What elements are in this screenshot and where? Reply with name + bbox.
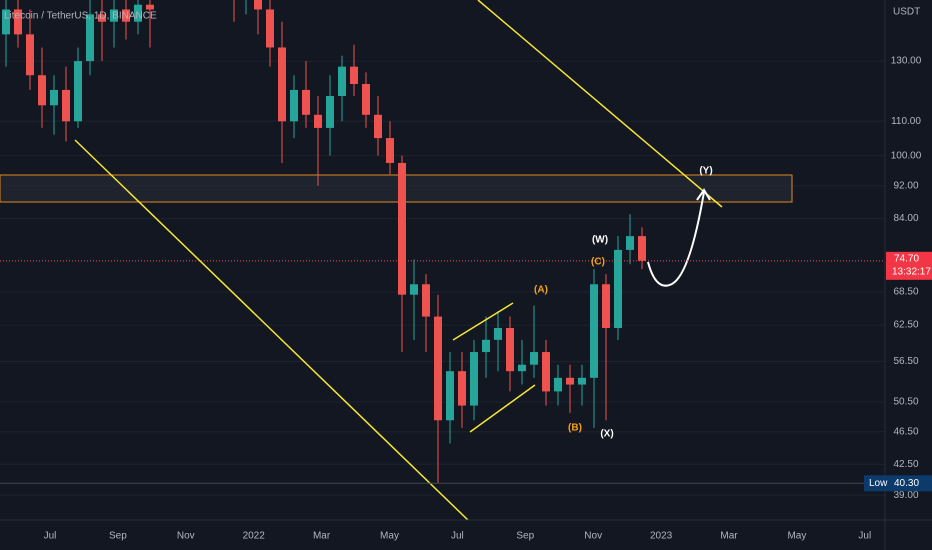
- candles: [2, 0, 646, 484]
- y-tick-label: 46.50: [893, 426, 918, 437]
- x-tick-label: May: [787, 531, 806, 542]
- candle-body: [374, 114, 382, 139]
- drawings: [74, 0, 723, 520]
- x-tick-label: Nov: [584, 531, 602, 542]
- arrow-head: [696, 188, 711, 201]
- wave-label: (B): [568, 423, 582, 434]
- last-price-label: 74.70: [894, 253, 919, 264]
- y-tick-label: 68.50: [893, 287, 918, 298]
- candle-body: [446, 371, 454, 421]
- x-tick-label: Nov: [177, 531, 195, 542]
- countdown: 13:32:17: [892, 266, 931, 277]
- candle-body: [470, 352, 478, 406]
- x-tick-label: Sep: [516, 531, 534, 542]
- y-tick-label: 92.00: [893, 180, 918, 191]
- candle-body: [338, 66, 346, 96]
- candle-body: [494, 328, 502, 340]
- candle-body: [314, 114, 322, 128]
- trend-line: [477, 0, 723, 208]
- candle-body: [386, 138, 394, 163]
- channel-line: [452, 302, 514, 341]
- candle-body: [542, 352, 550, 392]
- candle-body: [290, 89, 298, 122]
- candle-body: [638, 236, 646, 261]
- wave-label: (X): [600, 429, 613, 440]
- resistance-zone: [0, 174, 793, 203]
- y-tick-label: 39.00: [893, 490, 918, 501]
- candle-body: [554, 377, 562, 392]
- candle-body: [50, 89, 58, 106]
- candle-body: [614, 249, 622, 329]
- projection-curve: [647, 191, 705, 287]
- y-tick-label: 42.50: [893, 459, 918, 470]
- candle-body: [410, 284, 418, 295]
- candle-body: [626, 236, 634, 250]
- candle-body: [398, 162, 406, 295]
- x-tick-label: May: [380, 531, 399, 542]
- last-price-badge: [886, 251, 932, 280]
- candle-body: [98, 14, 106, 22]
- y-tick-label: 130.00: [891, 56, 922, 67]
- candle-body: [518, 364, 526, 372]
- candle-body: [458, 371, 466, 406]
- candle-body: [506, 328, 514, 372]
- candle-body: [578, 377, 586, 385]
- wave-label: (W): [592, 235, 608, 246]
- y-tick-label: 62.50: [893, 320, 918, 331]
- trend-line: [74, 139, 470, 520]
- candle-body: [74, 61, 82, 122]
- axes: 130.00 110.00 100.00 92.00 84.00 68.50 62.50 56…: [0, 56, 932, 542]
- candle-body: [350, 66, 358, 84]
- wave-label: (C): [591, 257, 605, 268]
- candle-body: [278, 47, 286, 122]
- x-tick-label: Mar: [313, 531, 331, 542]
- low-name: Low: [869, 478, 888, 489]
- channel-line: [469, 384, 536, 433]
- wave-label: (A): [534, 285, 548, 296]
- x-tick-label: 2023: [650, 531, 673, 542]
- x-tick-label: 2022: [243, 531, 266, 542]
- y-tick-label: 100.00: [891, 150, 922, 161]
- candle-body: [530, 352, 538, 365]
- chart-title: Litecoin / TetherUS, 1D, BINANCE: [4, 11, 157, 22]
- candle-body: [86, 14, 94, 62]
- currency: USDT: [893, 7, 920, 18]
- candle-body: [122, 9, 130, 22]
- candle-body: [362, 83, 370, 115]
- x-tick-label: Jul: [451, 531, 464, 542]
- low-label: 40.30: [894, 478, 919, 489]
- x-tick-label: Jul: [44, 531, 57, 542]
- candle-body: [146, 4, 154, 10]
- y-tick-label: 50.50: [893, 397, 918, 408]
- candle-body: [422, 284, 430, 317]
- candle-body: [62, 89, 70, 122]
- candle-body: [566, 377, 574, 385]
- low-badge: [864, 475, 932, 492]
- x-tick-label: Sep: [109, 531, 127, 542]
- candle-body: [590, 284, 598, 378]
- candle-body: [482, 339, 490, 353]
- candle-body: [38, 75, 46, 106]
- candle-body: [602, 284, 610, 329]
- x-tick-label: Mar: [720, 531, 738, 542]
- wave-label: (Y): [699, 166, 712, 177]
- candle-body: [254, 0, 262, 10]
- candle-body: [110, 9, 118, 22]
- candle-body: [26, 34, 34, 76]
- y-tick-label: 84.00: [893, 213, 918, 224]
- grid: [0, 60, 885, 496]
- candle-body: [14, 9, 22, 35]
- y-tick-label: 110.00: [891, 116, 921, 127]
- y-tick-label: 56.50: [893, 356, 918, 367]
- candle-body: [134, 4, 142, 22]
- candle-body: [2, 9, 10, 35]
- x-tick-label: Jul: [858, 531, 871, 542]
- candle-body: [434, 316, 442, 421]
- candle-body: [266, 9, 274, 48]
- candle-body: [302, 89, 310, 115]
- candle-body: [326, 95, 334, 128]
